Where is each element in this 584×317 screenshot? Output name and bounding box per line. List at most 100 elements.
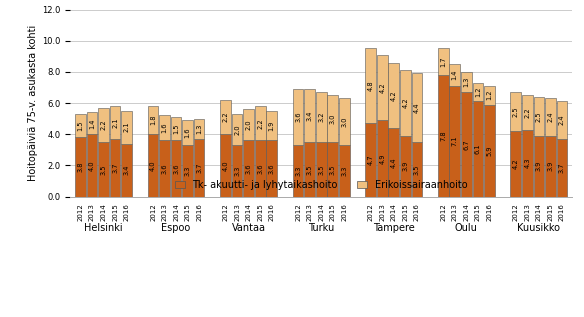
- Text: 3.6: 3.6: [162, 163, 168, 174]
- Text: 2.0: 2.0: [234, 124, 240, 135]
- Text: 1.7: 1.7: [440, 56, 446, 67]
- Text: 3.6: 3.6: [269, 163, 274, 174]
- Text: 1.2: 1.2: [486, 90, 492, 100]
- Text: 3.3: 3.3: [185, 166, 190, 176]
- Text: Kuusikko: Kuusikko: [517, 223, 561, 233]
- Text: 6.7: 6.7: [463, 139, 470, 150]
- Text: 4.7: 4.7: [368, 155, 374, 165]
- Bar: [121, 144, 132, 197]
- Bar: [450, 64, 460, 86]
- Text: 3.9: 3.9: [402, 161, 408, 171]
- Text: 3.3: 3.3: [295, 166, 301, 176]
- Bar: [244, 109, 254, 140]
- Bar: [484, 105, 495, 197]
- Text: 2.4: 2.4: [547, 112, 554, 122]
- Bar: [110, 139, 120, 197]
- Text: 2.4: 2.4: [559, 115, 565, 126]
- Text: 7.1: 7.1: [452, 136, 458, 146]
- Bar: [255, 106, 266, 140]
- Text: 2.5: 2.5: [513, 106, 519, 117]
- Bar: [557, 101, 567, 139]
- Bar: [328, 95, 338, 142]
- Text: 1.6: 1.6: [185, 127, 190, 138]
- Text: 4.2: 4.2: [402, 98, 408, 108]
- Bar: [510, 131, 521, 197]
- Bar: [545, 136, 556, 197]
- Bar: [304, 89, 315, 142]
- Bar: [412, 74, 422, 142]
- Bar: [472, 101, 483, 197]
- Text: 7.8: 7.8: [440, 130, 446, 141]
- Text: 3.8: 3.8: [78, 162, 84, 172]
- Text: 1.3: 1.3: [463, 77, 470, 87]
- Text: 3.5: 3.5: [307, 164, 312, 175]
- Bar: [75, 114, 86, 137]
- Text: 1.8: 1.8: [150, 115, 156, 126]
- Text: 3.3: 3.3: [234, 166, 240, 176]
- Text: 3.9: 3.9: [536, 161, 542, 171]
- Text: 4.2: 4.2: [513, 158, 519, 169]
- Text: 4.2: 4.2: [391, 90, 397, 100]
- Bar: [220, 134, 231, 197]
- Text: 2.2: 2.2: [100, 120, 106, 130]
- Bar: [148, 106, 158, 134]
- Bar: [171, 140, 182, 197]
- Bar: [461, 72, 472, 92]
- Bar: [159, 115, 170, 140]
- Text: 2.2: 2.2: [524, 107, 530, 118]
- Bar: [450, 86, 460, 197]
- Bar: [75, 137, 86, 197]
- Text: 3.5: 3.5: [330, 164, 336, 175]
- Bar: [534, 97, 544, 136]
- Text: 2.5: 2.5: [536, 111, 542, 122]
- Bar: [510, 92, 521, 131]
- Bar: [148, 134, 158, 197]
- Text: 2.2: 2.2: [223, 112, 228, 122]
- Bar: [522, 130, 533, 197]
- Bar: [244, 140, 254, 197]
- Text: 3.4: 3.4: [124, 165, 130, 175]
- Bar: [194, 139, 204, 197]
- Bar: [293, 145, 304, 197]
- Text: 3.6: 3.6: [257, 163, 263, 174]
- Bar: [182, 120, 193, 145]
- Text: Oulu: Oulu: [455, 223, 478, 233]
- Text: 3.5: 3.5: [100, 164, 106, 175]
- Text: Turku: Turku: [308, 223, 334, 233]
- Text: 4.9: 4.9: [379, 153, 385, 164]
- Text: 3.5: 3.5: [414, 164, 420, 175]
- Text: Helsinki: Helsinki: [84, 223, 123, 233]
- Bar: [86, 113, 98, 134]
- Bar: [98, 108, 109, 142]
- Bar: [438, 49, 449, 75]
- Text: 2.1: 2.1: [112, 117, 118, 128]
- Bar: [255, 140, 266, 197]
- Text: 3.2: 3.2: [318, 112, 324, 122]
- Text: 5.9: 5.9: [486, 145, 492, 156]
- Text: 3.5: 3.5: [318, 164, 324, 175]
- Text: 3.0: 3.0: [341, 116, 347, 127]
- Text: 3.4: 3.4: [307, 110, 312, 121]
- Text: 3.6: 3.6: [246, 163, 252, 174]
- Bar: [388, 128, 399, 197]
- Text: 3.7: 3.7: [196, 162, 202, 173]
- Text: 3.7: 3.7: [112, 162, 118, 173]
- Bar: [339, 98, 350, 145]
- Bar: [461, 92, 472, 197]
- Text: 3.6: 3.6: [295, 112, 301, 122]
- Bar: [194, 119, 204, 139]
- Text: 1.5: 1.5: [173, 124, 179, 134]
- Bar: [328, 142, 338, 197]
- Bar: [339, 145, 350, 197]
- Text: 4.0: 4.0: [150, 160, 156, 171]
- Bar: [377, 120, 388, 197]
- Bar: [557, 139, 567, 197]
- Legend: Tk- akuutti- ja lyhytaikashoito, Erikoissairaanhoito: Tk- akuutti- ja lyhytaikashoito, Erikois…: [171, 176, 471, 194]
- Text: 3.7: 3.7: [559, 162, 565, 173]
- Bar: [472, 83, 483, 101]
- Text: 3.0: 3.0: [330, 113, 336, 124]
- Bar: [98, 142, 109, 197]
- Bar: [220, 100, 231, 134]
- Text: 4.3: 4.3: [524, 158, 530, 168]
- Text: 1.3: 1.3: [196, 124, 202, 134]
